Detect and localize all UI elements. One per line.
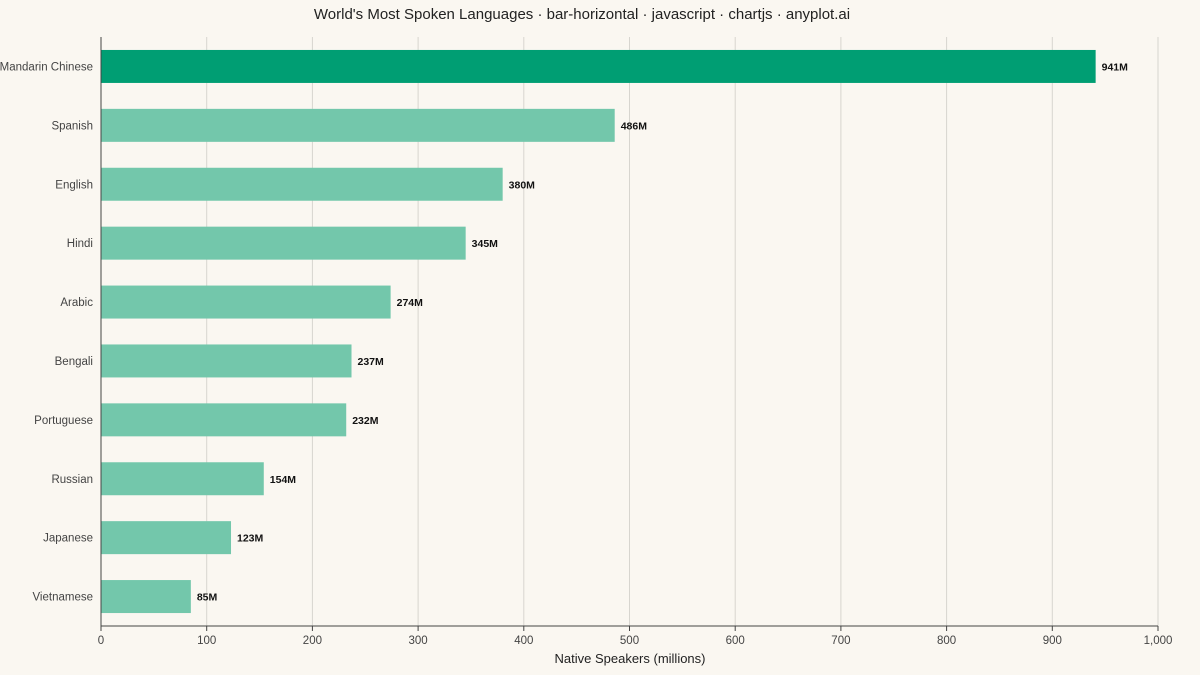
bar: [101, 167, 503, 201]
y-tick-label: Vietnamese: [32, 592, 93, 604]
x-tick-label: 500: [620, 635, 639, 647]
bar-value-label: 123M: [237, 533, 264, 545]
x-tick-label: 100: [197, 635, 216, 647]
data-labels: 941M 486M 380M 345M 274M 237M 232M 154M 123M 85M: [197, 61, 1128, 603]
x-tick-label: 0: [98, 635, 104, 647]
bar: [101, 580, 191, 614]
x-tick-label: 900: [1043, 635, 1062, 647]
x-tick-label: 300: [409, 635, 428, 647]
bar-value-label: 85M: [197, 592, 218, 604]
y-tick-label: Portuguese: [34, 415, 93, 427]
bar-value-label: 941M: [1102, 61, 1129, 73]
bar-value-label: 232M: [352, 415, 379, 427]
x-axis-tick-labels: 0 100 200 300 400 500 600 700 800 900 1,000: [98, 626, 1173, 647]
y-tick-label: Mandarin Chinese: [0, 61, 93, 73]
bars: [101, 49, 1096, 614]
x-tick-label: 600: [726, 635, 745, 647]
x-tick-label: 1,000: [1144, 635, 1173, 647]
bar: [101, 285, 391, 319]
y-tick-label: Bengali: [55, 356, 93, 368]
bar: [101, 521, 232, 555]
y-tick-label: Russian: [51, 474, 93, 486]
x-tick-label: 700: [831, 635, 850, 647]
y-axis-tick-labels: Mandarin Chinese Spanish English Hindi Arabi…: [0, 61, 93, 603]
bar: [101, 403, 347, 437]
y-tick-label: Japanese: [43, 533, 93, 545]
y-tick-label: Arabic: [60, 297, 93, 309]
bar-value-label: 274M: [397, 297, 424, 309]
bar: [101, 462, 264, 496]
y-tick-label: Spanish: [51, 120, 93, 132]
y-tick-label: Hindi: [67, 238, 93, 250]
bar-value-label: 154M: [270, 474, 297, 486]
bar-value-label: 237M: [358, 356, 385, 368]
x-tick-label: 800: [937, 635, 956, 647]
x-tick-label: 200: [303, 635, 322, 647]
y-tick-label: English: [55, 179, 93, 191]
bar: [101, 49, 1096, 83]
bar: [101, 108, 615, 142]
chart-title: World's Most Spoken Languages · bar-hori…: [314, 6, 850, 23]
bar-value-label: 345M: [472, 238, 499, 250]
bar: [101, 226, 466, 260]
x-axis-title: Native Speakers (millions): [555, 651, 706, 666]
bar-value-label: 486M: [621, 120, 648, 132]
bar: [101, 344, 352, 378]
x-tick-label: 400: [514, 635, 533, 647]
bar-value-label: 380M: [509, 179, 536, 191]
